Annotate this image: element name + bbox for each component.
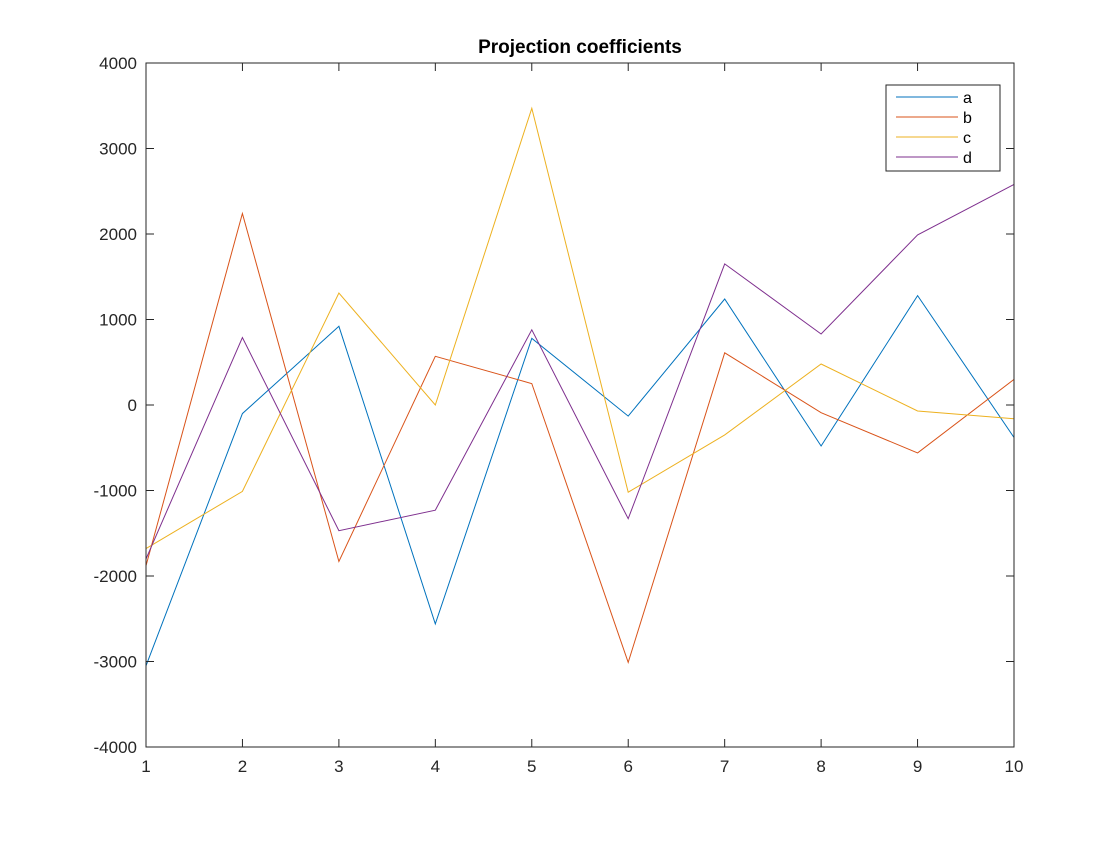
legend-label-c: c bbox=[963, 130, 971, 147]
series-line-d bbox=[145, 183, 1015, 560]
y-tick-label: -4000 bbox=[94, 738, 137, 757]
y-tick-label: 1000 bbox=[99, 311, 137, 330]
x-tick-label: 3 bbox=[334, 757, 343, 776]
chart-title: Projection coefficients bbox=[478, 37, 682, 58]
y-tick-label: -1000 bbox=[94, 482, 137, 501]
series-line-b bbox=[145, 211, 1015, 665]
plot-area bbox=[146, 63, 1014, 747]
y-tick-label: -3000 bbox=[94, 653, 137, 672]
y-tick-label: 0 bbox=[128, 396, 137, 415]
legend-box bbox=[885, 84, 1001, 172]
y-tick-label: 4000 bbox=[99, 54, 137, 73]
x-tick-label: 2 bbox=[238, 757, 247, 776]
tick-layer: 1 2 3 4 5 6 7 8 9 10 -4000 -3000 -2000 -1000 0 1000 2000… bbox=[94, 54, 1024, 776]
legend-label-d: d bbox=[963, 150, 972, 167]
x-tick-label: 10 bbox=[1005, 757, 1024, 776]
legend-label-a: a bbox=[963, 90, 972, 107]
y-tick-label: 3000 bbox=[99, 140, 137, 159]
y-tick-label: -2000 bbox=[94, 567, 137, 586]
x-tick-label: 7 bbox=[720, 757, 729, 776]
x-tick-label: 6 bbox=[623, 757, 632, 776]
y-tick-label: 2000 bbox=[99, 225, 137, 244]
x-tick-label: 4 bbox=[431, 757, 440, 776]
x-tick-label: 5 bbox=[527, 757, 536, 776]
series-layer bbox=[145, 106, 1015, 666]
series-line-c bbox=[145, 106, 1015, 550]
series-line-a bbox=[145, 294, 1015, 666]
x-tick-label: 9 bbox=[913, 757, 922, 776]
x-tick-label: 1 bbox=[141, 757, 150, 776]
legend-label-b: b bbox=[963, 110, 972, 127]
x-tick-label: 8 bbox=[816, 757, 825, 776]
